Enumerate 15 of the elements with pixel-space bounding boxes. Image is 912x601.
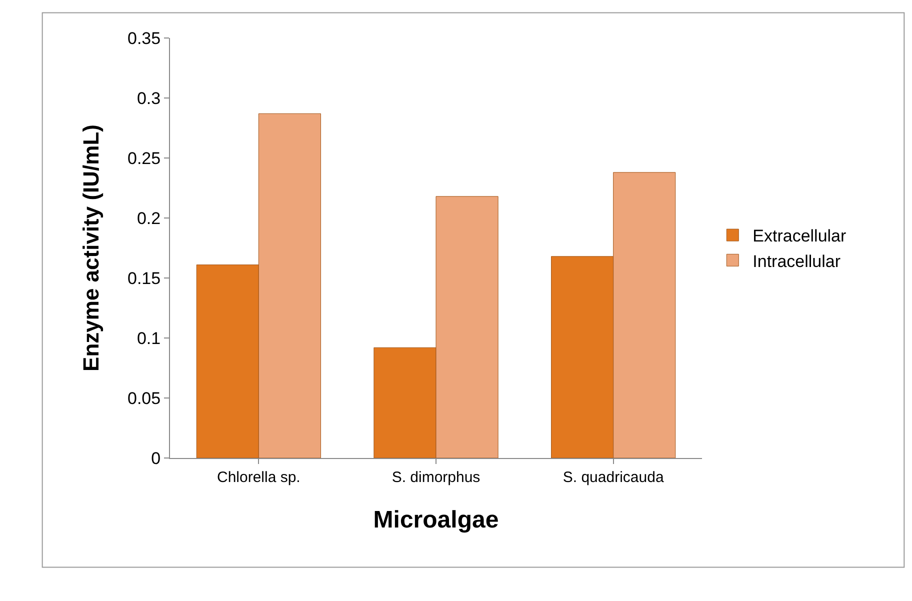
y-tick-label: 0.15 bbox=[128, 268, 161, 288]
y-tick-label: 0.05 bbox=[128, 388, 161, 408]
x-tick-label: S. dimorphus bbox=[392, 469, 480, 486]
y-tick-label: 0 bbox=[151, 448, 161, 468]
y-tick-label: 0.1 bbox=[136, 328, 161, 348]
x-tick-label: S. quadricauda bbox=[562, 469, 664, 486]
x-axis-title: Microalgae bbox=[373, 506, 499, 534]
y-tick-label: 0.25 bbox=[128, 148, 161, 168]
y-tick-label: 0.35 bbox=[128, 28, 161, 48]
x-tick-label: Chlorella sp. bbox=[216, 469, 300, 486]
legend-label: Intracellular bbox=[752, 252, 841, 271]
y-tick-label: 0.2 bbox=[136, 208, 161, 228]
legend-label: Extracellular bbox=[752, 226, 847, 246]
y-tick-label: 0.3 bbox=[136, 88, 161, 108]
y-axis-title: Enzyme activity (IU/mL) bbox=[78, 124, 104, 372]
